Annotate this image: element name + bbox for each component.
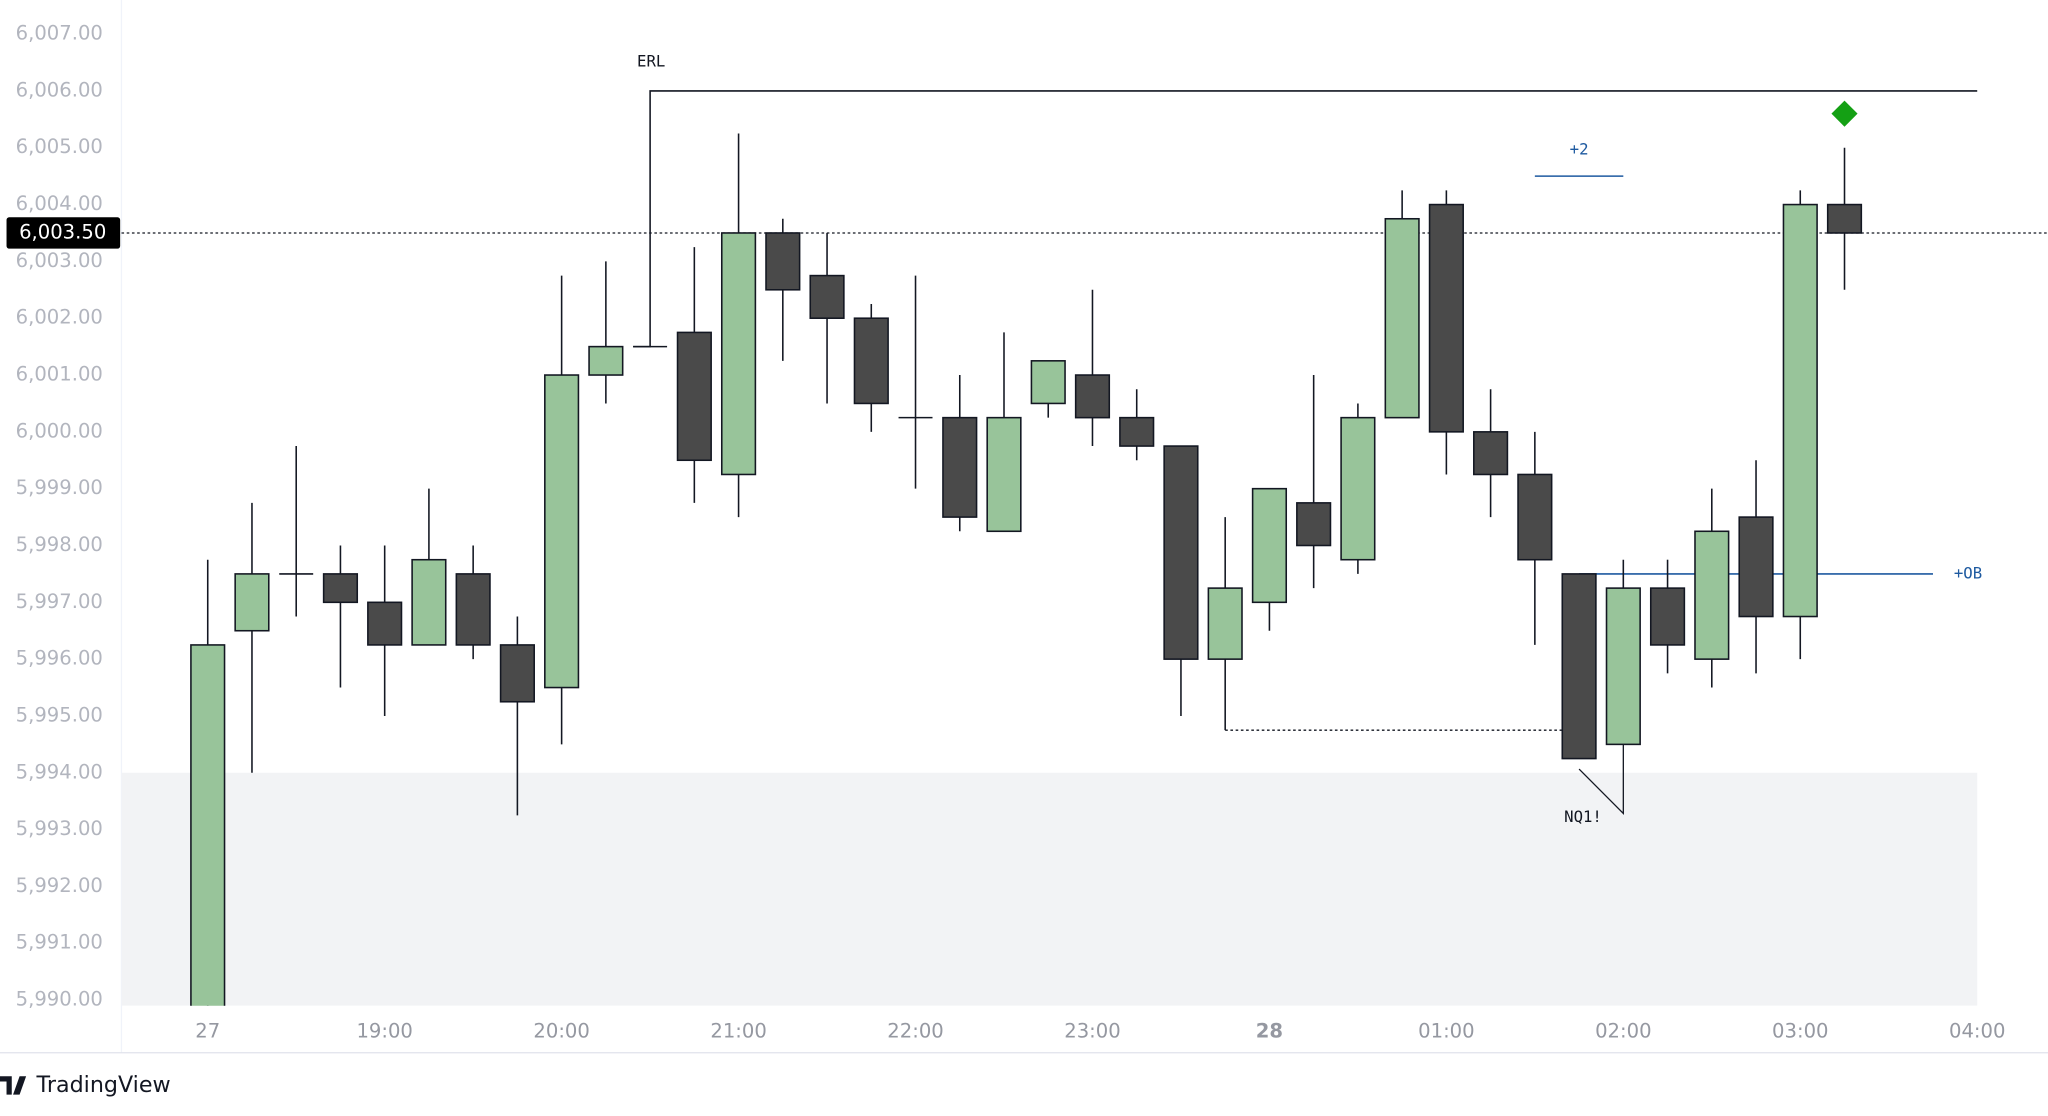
candle-body: [190, 644, 226, 1006]
y-tick-label: 5,993.00: [16, 817, 103, 840]
candle-body: [676, 331, 712, 462]
candle-body: [809, 274, 845, 319]
y-tick-label: 6,003.00: [16, 249, 103, 272]
zone: [121, 772, 1978, 1006]
candle-body: [1207, 587, 1243, 660]
candle-body: [1738, 516, 1774, 618]
candle-body: [1030, 360, 1066, 405]
x-tick-label: 23:00: [1064, 1019, 1120, 1042]
brand: TradingView: [36, 1072, 171, 1098]
annotation-label: ERL: [637, 52, 665, 71]
y-tick-label: 6,006.00: [16, 78, 103, 101]
candle-body: [765, 232, 801, 291]
candle-body: [1561, 573, 1597, 760]
x-tick-label: 27: [195, 1019, 220, 1042]
logo: TradingView: [0, 1072, 171, 1098]
y-tick-label: 6,005.00: [16, 135, 103, 158]
annotation-label: +OB: [1954, 563, 1982, 582]
x-tick-label: 01:00: [1418, 1019, 1474, 1042]
candle-body: [1384, 217, 1420, 419]
y-tick-label: 5,991.00: [16, 931, 103, 954]
candle-body: [1296, 502, 1332, 547]
y-tick-label: 5,994.00: [16, 760, 103, 783]
plot: [121, 90, 2048, 1006]
candle-body: [455, 573, 491, 646]
candle-body: [720, 232, 757, 476]
candle-body: [1074, 374, 1111, 419]
candle-body: [1649, 587, 1686, 646]
x-tick-label: 04:00: [1949, 1019, 2005, 1042]
x-tick-label: 02:00: [1595, 1019, 1651, 1042]
x-tick-label: 21:00: [710, 1019, 766, 1042]
symbol-label: NQ1!: [1564, 807, 1602, 826]
candle-body: [1340, 416, 1376, 561]
candle-body: [234, 573, 270, 632]
y-tick-label: 6,004.00: [16, 192, 103, 215]
candle-body: [1163, 445, 1199, 660]
candle-body: [1694, 530, 1730, 660]
candle-body: [322, 573, 359, 604]
y-tick-label: 5,990.00: [16, 988, 103, 1011]
x-tick-label: 28: [1256, 1019, 1283, 1042]
y-tick-label: 5,998.00: [16, 533, 103, 556]
candle-body: [588, 345, 624, 376]
y-tick-label: 6,001.00: [16, 363, 103, 386]
x-tick-label: 20:00: [533, 1019, 589, 1042]
candle-body: [853, 317, 889, 405]
callout: [1578, 744, 1624, 816]
y-tick-label: 5,995.00: [16, 703, 103, 726]
signal: [1831, 100, 1858, 127]
axes: 6,007.00 6,006.00 6,005.00 6,004.00 6,003.00…: [6, 22, 2005, 1042]
y-tick-label: 6,000.00: [16, 419, 103, 442]
y-tick-label: 5,992.00: [16, 874, 103, 897]
y-tick-label: 6,002.00: [16, 306, 103, 329]
price-tag: [6, 217, 121, 249]
candle-body: [1605, 587, 1641, 746]
candle-body: [367, 601, 403, 646]
candle-body: [1517, 473, 1553, 561]
candle-body: [1782, 203, 1818, 618]
x-tick-label: 03:00: [1772, 1019, 1828, 1042]
x-tick-label: 22:00: [887, 1019, 943, 1042]
candle-body: [1119, 416, 1155, 447]
y-tick-label: 5,999.00: [16, 476, 103, 499]
price-tag-label: 6,003.50: [19, 220, 106, 243]
candle-body: [942, 416, 978, 518]
candle-body: [499, 644, 535, 703]
y-tick-label: 5,997.00: [16, 590, 103, 613]
candle-body: [411, 558, 447, 646]
candle-body: [1473, 431, 1509, 476]
candle-body: [1428, 203, 1464, 433]
annotation-label: +2: [1570, 140, 1589, 159]
candle-body: [1251, 487, 1288, 604]
y-tick-label: 6,007.00: [16, 22, 103, 45]
y-tick-label: 5,996.00: [16, 647, 103, 670]
candle-body: [544, 374, 580, 689]
x-tick-label: 19:00: [356, 1019, 412, 1042]
logo-mark: [0, 1076, 27, 1095]
candle-body: [1826, 203, 1863, 234]
candle-body: [986, 416, 1022, 533]
